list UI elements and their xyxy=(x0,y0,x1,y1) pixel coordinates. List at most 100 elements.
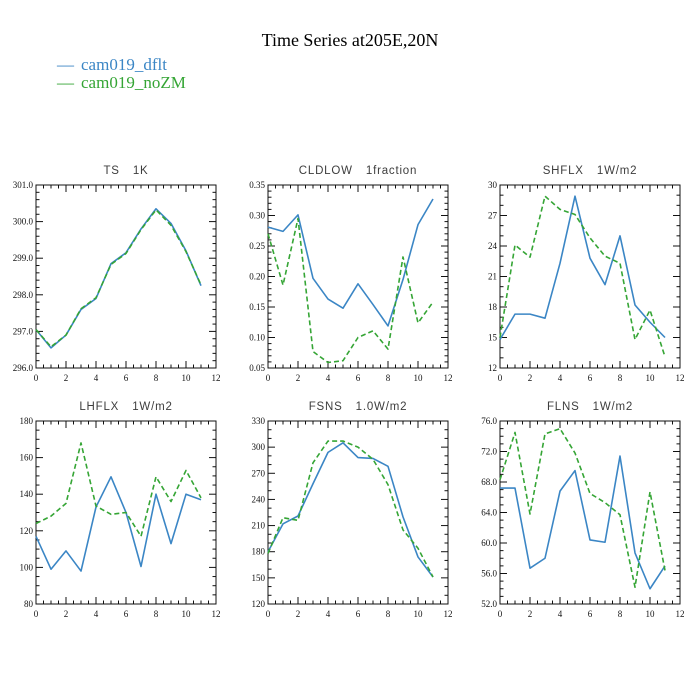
axis-ticks xyxy=(267,420,449,605)
plot-frame xyxy=(499,184,681,369)
x-tick-label: 10 xyxy=(646,373,656,383)
series-line-cam019_dflt xyxy=(267,441,434,578)
y-tick-label: 297.0 xyxy=(13,326,34,336)
chart-cldlow: CLDLOW 1fraction 0 2 4 6 8 10 12 0.05 0.10 0.15 0.2… xyxy=(233,152,465,388)
legend-item-cam019-nozm: — cam019_noZM xyxy=(57,74,186,92)
x-tick-label: 10 xyxy=(414,373,424,383)
series-line-cam019_noZM xyxy=(267,440,434,578)
y-tick-label: 160 xyxy=(20,453,34,463)
legend-label: cam019_dflt xyxy=(81,55,167,74)
x-tick-label: 8 xyxy=(618,373,623,383)
y-tick-label: 270 xyxy=(252,468,266,478)
y-tick-label: 0.35 xyxy=(249,180,265,190)
series-line-cam019_dflt xyxy=(35,476,202,572)
series-line-cam019_noZM xyxy=(267,217,434,364)
tick-labels: 0 2 4 6 8 10 12 0.05 0.10 0.15 0.20 0.25 0.30 0.35 xyxy=(249,180,452,383)
x-tick-label: 8 xyxy=(154,373,159,383)
x-tick-label: 0 xyxy=(498,373,503,383)
x-tick-label: 8 xyxy=(386,373,391,383)
x-tick-label: 10 xyxy=(414,609,424,619)
tick-labels: 0 2 4 6 8 10 12 120 150 180 210 240 270 300 330 xyxy=(252,416,453,619)
line-swatch-icon: — xyxy=(57,55,74,74)
x-tick-label: 4 xyxy=(558,609,563,619)
x-tick-label: 2 xyxy=(296,609,301,619)
y-tick-label: 180 xyxy=(252,547,266,557)
chart-shflx: SHFLX 1W/m2 0 2 4 6 8 10 12 12 15 18 21 24 27 30 xyxy=(465,152,697,388)
chart-ts: TS 1K 0 2 4 6 8 10 12 296.0 297.0 298.0 299.0 300.0 3… xyxy=(1,152,233,388)
x-tick-label: 0 xyxy=(34,373,39,383)
x-tick-label: 6 xyxy=(588,373,593,383)
y-tick-label: 150 xyxy=(252,573,266,583)
x-tick-label: 6 xyxy=(588,609,593,619)
y-tick-label: 24 xyxy=(488,241,498,251)
page-title: Time Series at205E,20N xyxy=(261,30,439,50)
axis-ticks xyxy=(499,184,681,369)
chart-title: FSNS 1.0W/m2 xyxy=(309,401,408,413)
y-tick-label: 120 xyxy=(20,526,34,536)
y-tick-label: 80 xyxy=(24,599,34,609)
x-tick-label: 4 xyxy=(326,609,331,619)
y-tick-label: 0.20 xyxy=(249,272,265,282)
y-tick-label: 0.05 xyxy=(249,363,265,373)
series-line-cam019_noZM xyxy=(35,442,202,538)
series-line-cam019_dflt xyxy=(35,207,202,349)
x-tick-label: 6 xyxy=(124,609,129,619)
y-tick-label: 300.0 xyxy=(13,217,34,227)
chart-svg: LHFLX 1W/m2 0 2 4 6 8 10 12 80 100 120 140 160 180 xyxy=(20,401,221,619)
axis-ticks xyxy=(499,420,681,605)
plot-frame xyxy=(267,420,449,605)
y-tick-label: 299.0 xyxy=(13,253,34,263)
chart-title: CLDLOW 1fraction xyxy=(299,165,417,177)
chart-title: SHFLX 1W/m2 xyxy=(543,165,638,177)
series-line-cam019_noZM xyxy=(499,427,666,589)
x-tick-label: 8 xyxy=(618,609,623,619)
x-tick-label: 2 xyxy=(528,609,533,619)
series-line-cam019_noZM xyxy=(499,195,666,358)
y-tick-label: 0.10 xyxy=(249,333,265,343)
y-tick-label: 300 xyxy=(252,442,266,452)
x-tick-label: 0 xyxy=(498,609,503,619)
y-tick-label: 0.15 xyxy=(249,302,265,312)
x-tick-label: 4 xyxy=(558,373,563,383)
tick-labels: 0 2 4 6 8 10 12 52.0 56.0 60.0 64.0 68.0 72.0 76.0 xyxy=(481,416,684,619)
x-tick-label: 12 xyxy=(444,373,453,383)
y-tick-label: 120 xyxy=(252,599,266,609)
series-line-cam019_dflt xyxy=(499,195,666,340)
x-tick-label: 2 xyxy=(64,373,69,383)
series-line-cam019_dflt xyxy=(267,198,434,327)
y-tick-label: 72.0 xyxy=(481,447,497,457)
y-tick-label: 60.0 xyxy=(481,538,497,548)
y-tick-label: 0.30 xyxy=(249,211,265,221)
chart-flns: FLNS 1W/m2 0 2 4 6 8 10 12 52.0 56.0 60.0 64.0 68.0 7… xyxy=(465,388,697,624)
x-tick-label: 10 xyxy=(646,609,656,619)
legend-label: cam019_noZM xyxy=(81,73,186,92)
chart-svg: FLNS 1W/m2 0 2 4 6 8 10 12 52.0 56.0 60.0 64.0 68.0 7… xyxy=(481,401,684,619)
y-tick-label: 240 xyxy=(252,494,266,504)
chart-svg: FSNS 1.0W/m2 0 2 4 6 8 10 12 120 150 180 210 240 270 3… xyxy=(252,401,453,619)
x-tick-label: 4 xyxy=(94,609,99,619)
y-tick-label: 64.0 xyxy=(481,508,497,518)
chart-lhflx: LHFLX 1W/m2 0 2 4 6 8 10 12 80 100 120 140 160 180 xyxy=(1,388,233,624)
chart-svg: CLDLOW 1fraction 0 2 4 6 8 10 12 0.05 0.10 0.15 0.2… xyxy=(249,165,452,383)
y-tick-label: 0.25 xyxy=(249,241,265,251)
x-tick-label: 2 xyxy=(528,373,533,383)
chart-svg: TS 1K 0 2 4 6 8 10 12 296.0 297.0 298.0 299.0 300.0 3… xyxy=(13,165,221,383)
x-tick-label: 8 xyxy=(154,609,159,619)
x-tick-label: 0 xyxy=(34,609,39,619)
x-tick-label: 12 xyxy=(212,373,221,383)
y-tick-label: 330 xyxy=(252,416,266,426)
x-tick-label: 12 xyxy=(444,609,453,619)
y-tick-label: 52.0 xyxy=(481,599,497,609)
line-swatch-icon: — xyxy=(57,73,74,92)
charts-grid: TS 1K 0 2 4 6 8 10 12 296.0 297.0 298.0 299.0 300.0 3… xyxy=(1,152,699,624)
chart-fsns: FSNS 1.0W/m2 0 2 4 6 8 10 12 120 150 180 210 240 270 3… xyxy=(233,388,465,624)
chart-title: FLNS 1W/m2 xyxy=(547,401,633,413)
axis-ticks xyxy=(267,184,449,369)
chart-title: LHFLX 1W/m2 xyxy=(79,401,172,413)
plot-frame xyxy=(267,184,449,369)
legend-item-cam019-dflt: — cam019_dflt xyxy=(57,56,186,74)
y-tick-label: 30 xyxy=(488,180,498,190)
x-tick-label: 10 xyxy=(182,609,192,619)
